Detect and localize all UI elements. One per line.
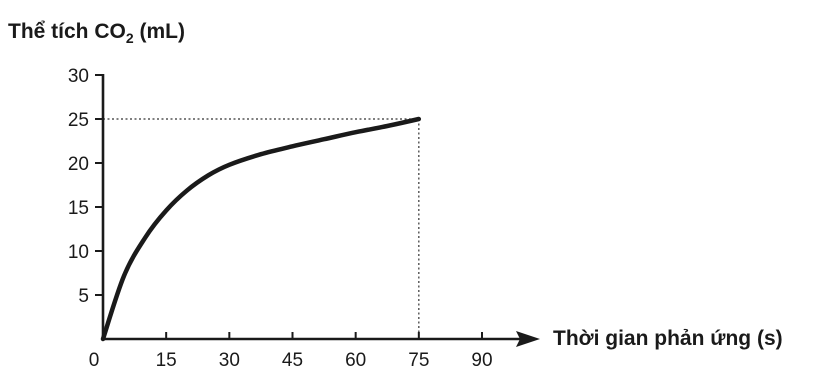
y-tick-label: 15 bbox=[68, 198, 89, 219]
x-tick-label: 45 bbox=[282, 350, 303, 369]
series-line bbox=[100, 116, 422, 342]
x-tick-label: 75 bbox=[408, 350, 429, 369]
tick-marks bbox=[95, 74, 483, 340]
y-axis-title-subscript: 2 bbox=[126, 30, 134, 46]
y-tick-label: 10 bbox=[68, 242, 89, 263]
y-tick-label: 25 bbox=[68, 110, 89, 131]
y-tick-label: 20 bbox=[68, 154, 89, 175]
tick-labels: 0 15 30 45 60 75 90 5 10 15 20 25 30 bbox=[68, 66, 493, 369]
guide-lines bbox=[103, 118, 420, 339]
x-tick-label: 30 bbox=[219, 350, 240, 369]
x-axis-arrowhead bbox=[516, 331, 540, 347]
y-axis-title-prefix: Thể tích CO bbox=[8, 20, 126, 43]
x-axis-title: Thời gian phản ứng (s) bbox=[553, 327, 783, 350]
y-axis-title-suffix: (mL) bbox=[134, 20, 185, 43]
x-tick-label: 90 bbox=[471, 350, 492, 369]
y-tick-label: 5 bbox=[78, 286, 89, 307]
y-tick-label: 30 bbox=[68, 66, 89, 87]
y-axis-title: Thể tích CO2 (mL) bbox=[8, 20, 185, 46]
x-tick-label: 15 bbox=[156, 350, 177, 369]
x-tick-label: 60 bbox=[345, 350, 366, 369]
origin-label: 0 bbox=[89, 350, 100, 369]
